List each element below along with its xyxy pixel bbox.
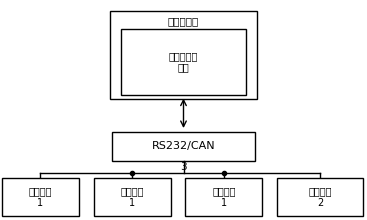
Text: 3: 3	[180, 162, 187, 172]
Text: 检测节点
1: 检测节点 1	[212, 186, 236, 208]
Text: 现场监控端: 现场监控端	[168, 16, 199, 26]
Bar	[110, 11, 257, 99]
Text: 检测节点
1: 检测节点 1	[120, 186, 144, 208]
Text: 检测节点
1: 检测节点 1	[29, 186, 52, 208]
Text: 控制节点
2: 控制节点 2	[308, 186, 332, 208]
Text: RS232/CAN: RS232/CAN	[152, 141, 215, 151]
Text: 工业控制计
算机: 工业控制计 算机	[169, 51, 198, 72]
Bar	[121, 29, 246, 95]
Bar	[2, 178, 79, 216]
Bar	[112, 132, 255, 161]
Bar	[277, 178, 363, 216]
Bar	[185, 178, 262, 216]
Bar	[94, 178, 171, 216]
